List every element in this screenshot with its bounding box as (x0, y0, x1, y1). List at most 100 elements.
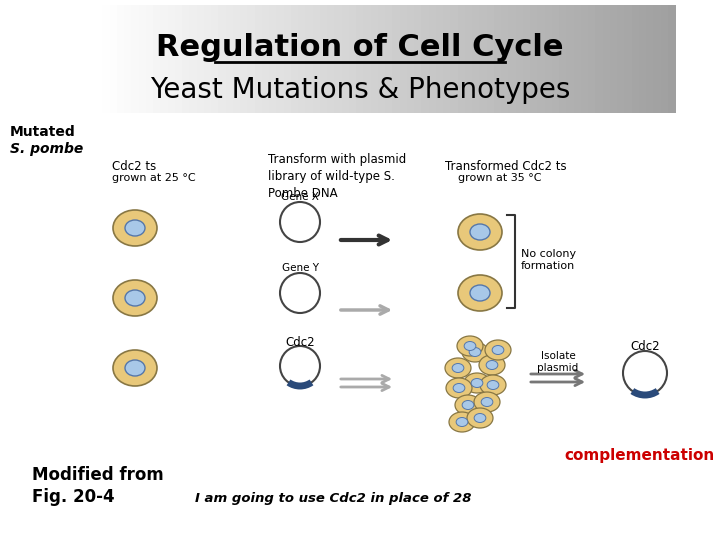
Bar (501, 5, 509, 113)
Bar (516, 5, 523, 113)
Bar (428, 5, 437, 113)
Text: Cdc2: Cdc2 (285, 335, 315, 348)
Ellipse shape (470, 285, 490, 301)
Bar (240, 5, 248, 113)
Bar (537, 5, 546, 113)
Bar (457, 5, 466, 113)
Ellipse shape (452, 363, 464, 373)
Ellipse shape (455, 395, 481, 415)
Ellipse shape (464, 373, 490, 393)
Text: Cdc2 ts: Cdc2 ts (112, 160, 156, 173)
Bar (327, 5, 336, 113)
Text: Mutated: Mutated (10, 125, 76, 139)
Bar (211, 5, 220, 113)
Bar (523, 5, 531, 113)
Bar (624, 5, 632, 113)
Circle shape (280, 273, 320, 313)
Circle shape (280, 202, 320, 242)
Ellipse shape (456, 417, 468, 427)
Bar (378, 5, 386, 113)
Bar (407, 5, 415, 113)
Ellipse shape (125, 360, 145, 376)
Bar (95, 5, 103, 113)
Bar (161, 5, 168, 113)
Bar (197, 5, 204, 113)
Bar (233, 5, 241, 113)
Bar (464, 5, 473, 113)
Bar (480, 5, 487, 113)
Ellipse shape (125, 220, 145, 236)
Bar (494, 5, 502, 113)
Bar (312, 5, 320, 113)
Bar (117, 5, 125, 113)
Bar (552, 5, 560, 113)
Bar (348, 5, 357, 113)
Bar (145, 5, 154, 113)
Ellipse shape (462, 401, 474, 409)
Bar (341, 5, 350, 113)
Text: S. pombe: S. pombe (10, 142, 84, 156)
Bar (269, 5, 277, 113)
Ellipse shape (446, 378, 472, 398)
Bar (559, 5, 567, 113)
Bar (487, 5, 495, 113)
Bar (298, 5, 306, 113)
Bar (574, 5, 582, 113)
Bar (109, 5, 118, 113)
Bar (443, 5, 451, 113)
Text: I am going to use Cdc2 in place of 28: I am going to use Cdc2 in place of 28 (195, 492, 472, 505)
Text: Regulation of Cell Cycle: Regulation of Cell Cycle (156, 33, 564, 63)
Text: complementation: complementation (564, 448, 715, 463)
Ellipse shape (486, 361, 498, 369)
Bar (530, 5, 539, 113)
Bar (371, 5, 379, 113)
Ellipse shape (457, 336, 483, 356)
Ellipse shape (449, 412, 475, 432)
Text: grown at 25 °C: grown at 25 °C (112, 173, 196, 183)
Bar (436, 5, 444, 113)
Bar (124, 5, 132, 113)
Bar (385, 5, 393, 113)
Bar (595, 5, 603, 113)
Bar (247, 5, 256, 113)
Text: Isolate
plasmid: Isolate plasmid (537, 351, 579, 373)
Bar (138, 5, 147, 113)
Text: Transformed Cdc2 ts: Transformed Cdc2 ts (445, 160, 567, 173)
Ellipse shape (445, 358, 471, 378)
Bar (175, 5, 183, 113)
Ellipse shape (470, 224, 490, 240)
Bar (182, 5, 190, 113)
Bar (102, 5, 110, 113)
Bar (544, 5, 553, 113)
Bar (153, 5, 161, 113)
Bar (631, 5, 640, 113)
Bar (450, 5, 459, 113)
Ellipse shape (480, 375, 506, 395)
Ellipse shape (479, 355, 505, 375)
Ellipse shape (464, 341, 476, 350)
Bar (334, 5, 343, 113)
Bar (320, 5, 328, 113)
Ellipse shape (113, 280, 157, 316)
Bar (660, 5, 669, 113)
Bar (653, 5, 662, 113)
Bar (639, 5, 647, 113)
Text: grown at 35 °C: grown at 35 °C (458, 173, 541, 183)
Bar (566, 5, 575, 113)
Bar (603, 5, 611, 113)
Bar (392, 5, 400, 113)
Bar (364, 5, 372, 113)
Bar (189, 5, 197, 113)
Text: Modified from
Fig. 20-4: Modified from Fig. 20-4 (32, 466, 163, 506)
Bar (356, 5, 364, 113)
Circle shape (623, 351, 667, 395)
Text: Transform with plasmid
library of wild-type S.
Pombe DNA: Transform with plasmid library of wild-t… (268, 153, 406, 200)
Bar (400, 5, 408, 113)
Circle shape (280, 346, 320, 386)
Bar (421, 5, 430, 113)
Ellipse shape (458, 214, 502, 250)
Bar (588, 5, 596, 113)
Ellipse shape (481, 397, 493, 407)
Ellipse shape (467, 408, 493, 428)
Bar (472, 5, 480, 113)
